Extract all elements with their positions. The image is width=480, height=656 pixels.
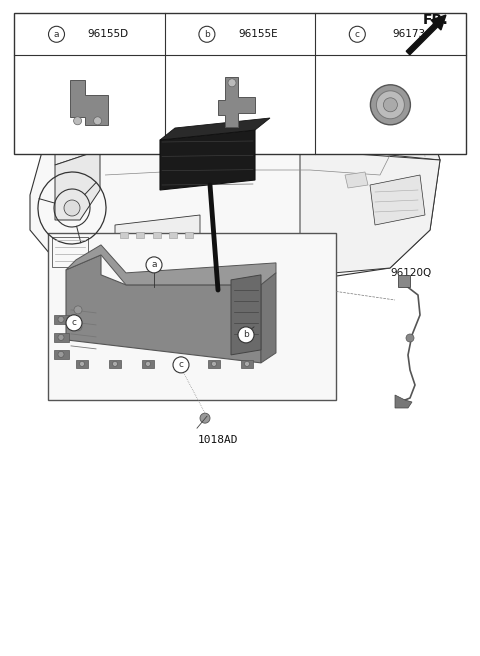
- Polygon shape: [160, 118, 270, 140]
- Polygon shape: [30, 68, 440, 282]
- Bar: [142, 360, 154, 368]
- Circle shape: [48, 26, 64, 42]
- Bar: [185, 232, 193, 238]
- Circle shape: [238, 327, 254, 343]
- Polygon shape: [66, 255, 261, 363]
- Bar: [153, 232, 160, 238]
- Polygon shape: [218, 77, 255, 127]
- Polygon shape: [55, 80, 95, 125]
- Text: 96120Q: 96120Q: [390, 268, 431, 278]
- Polygon shape: [231, 275, 261, 355]
- Circle shape: [349, 26, 365, 42]
- Polygon shape: [55, 68, 440, 165]
- Polygon shape: [160, 130, 255, 190]
- Bar: [175, 360, 187, 368]
- Circle shape: [58, 335, 64, 340]
- Text: a: a: [54, 30, 59, 39]
- Bar: [136, 232, 144, 238]
- Polygon shape: [115, 215, 200, 278]
- Text: 96155D: 96155D: [87, 30, 128, 39]
- Polygon shape: [345, 172, 368, 188]
- Bar: [241, 360, 253, 368]
- Text: 1018AD: 1018AD: [198, 435, 238, 445]
- Circle shape: [66, 315, 82, 331]
- Polygon shape: [55, 150, 100, 220]
- Polygon shape: [300, 150, 440, 275]
- Text: c: c: [355, 30, 360, 39]
- Circle shape: [199, 26, 215, 42]
- Bar: [54, 333, 69, 342]
- Circle shape: [406, 334, 414, 342]
- Circle shape: [64, 200, 80, 216]
- Bar: [120, 232, 128, 238]
- Circle shape: [384, 98, 397, 112]
- Bar: [48, 233, 336, 400]
- Bar: [109, 360, 121, 368]
- Polygon shape: [370, 175, 425, 225]
- Circle shape: [80, 361, 84, 367]
- Polygon shape: [395, 395, 412, 408]
- Bar: [398, 275, 410, 287]
- Circle shape: [244, 361, 250, 367]
- Circle shape: [58, 352, 64, 358]
- Circle shape: [371, 85, 410, 125]
- Circle shape: [73, 117, 82, 125]
- Bar: [208, 360, 220, 368]
- Text: 96173: 96173: [392, 30, 425, 39]
- Circle shape: [74, 306, 82, 314]
- Polygon shape: [261, 273, 276, 363]
- Bar: [52, 237, 88, 267]
- Bar: [169, 232, 177, 238]
- Circle shape: [179, 361, 183, 367]
- Circle shape: [173, 357, 189, 373]
- Circle shape: [145, 361, 151, 367]
- Bar: [54, 315, 69, 324]
- Circle shape: [228, 79, 236, 87]
- Circle shape: [112, 361, 118, 367]
- Circle shape: [200, 413, 210, 423]
- Text: b: b: [204, 30, 210, 39]
- Text: c: c: [72, 318, 76, 327]
- Text: FR.: FR.: [423, 13, 449, 27]
- Bar: [14, 13, 466, 154]
- Text: c: c: [179, 360, 183, 369]
- Bar: [54, 350, 69, 359]
- Circle shape: [94, 117, 102, 125]
- Circle shape: [58, 316, 64, 322]
- Text: a: a: [151, 260, 157, 270]
- Polygon shape: [66, 245, 276, 285]
- Circle shape: [74, 323, 82, 331]
- Text: 96140W: 96140W: [198, 303, 238, 313]
- Circle shape: [376, 91, 404, 119]
- FancyArrow shape: [406, 15, 446, 54]
- Polygon shape: [70, 80, 108, 125]
- Circle shape: [212, 361, 216, 367]
- Text: b: b: [243, 331, 249, 339]
- Circle shape: [146, 257, 162, 273]
- Bar: [76, 360, 88, 368]
- Text: 96155E: 96155E: [238, 30, 278, 39]
